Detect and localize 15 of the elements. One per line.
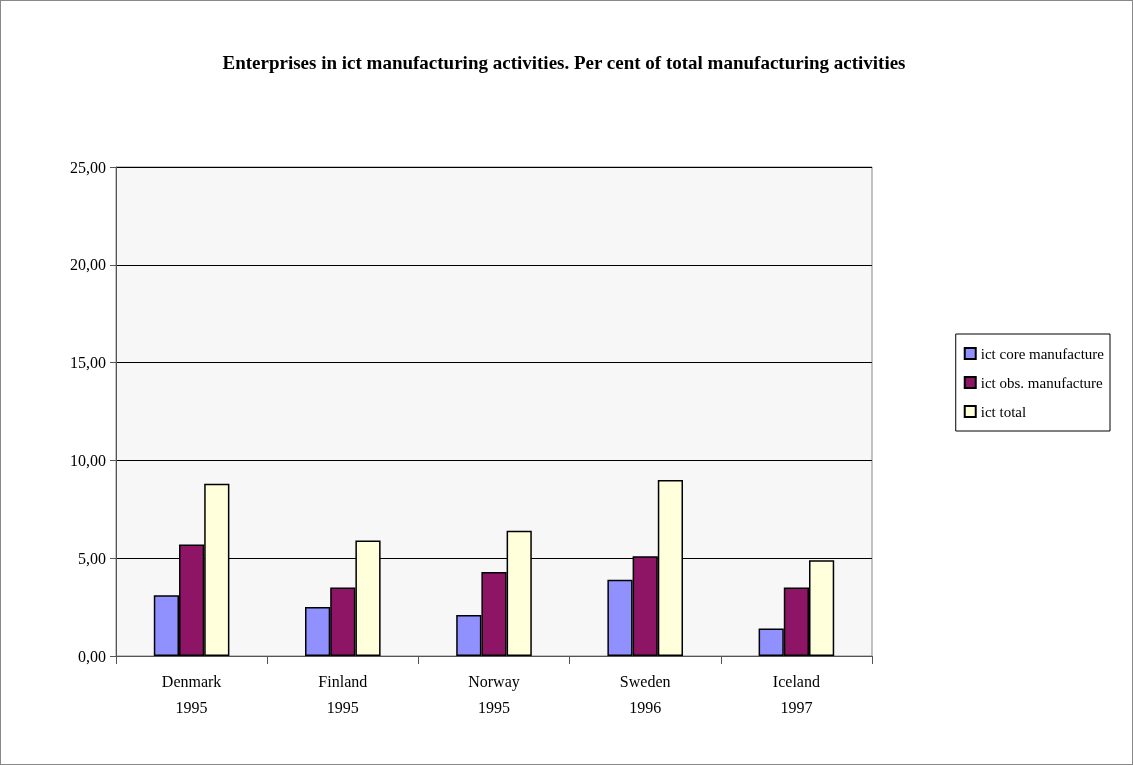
y-tick-label: 20,00	[70, 256, 106, 274]
y-tick-label: 15,00	[70, 354, 106, 372]
x-tick-label: Finland 1995	[318, 672, 368, 716]
x-tick-label: Norway 1995	[468, 672, 520, 716]
chart-title: Enterprises in ict manufacturing activities. Per cent of total manufacturing activities	[222, 51, 906, 73]
y-tick-label: 5,00	[78, 549, 106, 567]
legend-label: ict core manufacture	[980, 345, 1105, 362]
y-tick-label: 0,00	[78, 647, 106, 665]
y-tick-label: 25,00	[70, 158, 106, 176]
y-tick-label: 10,00	[70, 451, 106, 469]
legend-label: ict obs. manufacture	[980, 374, 1104, 391]
x-tick-label: Denmark 1995	[161, 672, 222, 716]
x-tick-label: Sweden 1996	[619, 672, 671, 716]
x-tick-label: Iceland 1997	[772, 672, 820, 716]
legend-label: ict total	[980, 403, 1027, 420]
